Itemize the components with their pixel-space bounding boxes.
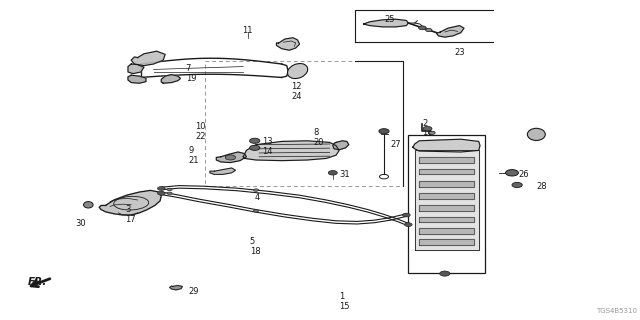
Polygon shape [419,205,474,211]
Polygon shape [161,75,180,83]
Circle shape [225,155,236,160]
Text: 14: 14 [262,147,273,156]
Text: 13: 13 [262,137,273,146]
Polygon shape [99,190,161,215]
Text: 29: 29 [189,287,199,296]
Text: 6: 6 [528,132,533,140]
Circle shape [253,210,259,212]
Bar [408,135,485,273]
Polygon shape [419,157,474,163]
Circle shape [440,271,450,276]
Circle shape [403,213,410,217]
Polygon shape [210,168,236,174]
Circle shape [426,28,432,32]
Circle shape [419,26,426,30]
Circle shape [379,129,389,134]
Text: 10
22: 10 22 [195,122,205,140]
Circle shape [253,189,259,191]
Polygon shape [413,139,480,152]
Circle shape [157,187,165,190]
Polygon shape [419,193,474,199]
Polygon shape [170,285,182,290]
Circle shape [250,138,260,143]
Text: 27: 27 [390,140,401,149]
Text: 31: 31 [339,170,350,179]
Circle shape [423,126,432,131]
Text: 7
19: 7 19 [186,64,196,83]
Polygon shape [128,75,146,83]
Ellipse shape [527,128,545,140]
Text: 4: 4 [255,193,260,202]
Circle shape [167,192,172,195]
Polygon shape [419,217,474,222]
Text: 5
18: 5 18 [250,237,260,256]
Polygon shape [364,19,408,27]
Circle shape [429,131,435,134]
Circle shape [157,191,165,195]
Circle shape [250,145,260,150]
Polygon shape [436,26,464,37]
Text: 8
20: 8 20 [314,128,324,147]
Bar [205,61,403,186]
Polygon shape [216,152,246,163]
Polygon shape [419,228,474,234]
Polygon shape [243,141,339,161]
Text: 26: 26 [518,170,529,179]
Circle shape [506,170,518,176]
Text: 1
15: 1 15 [339,292,349,311]
Text: 23: 23 [454,48,465,57]
Polygon shape [276,38,300,50]
Ellipse shape [287,63,308,79]
Polygon shape [419,239,474,245]
Text: 12
24: 12 24 [291,82,301,100]
Polygon shape [128,64,144,74]
Text: 2
16: 2 16 [422,119,433,137]
Circle shape [328,171,337,175]
Text: 9
21: 9 21 [189,146,199,164]
Text: FR.: FR. [28,277,47,287]
Text: 30: 30 [76,220,86,228]
Circle shape [512,182,522,188]
Text: TGS4B5310: TGS4B5310 [596,308,637,314]
Polygon shape [419,169,474,174]
Polygon shape [419,181,474,187]
Polygon shape [131,51,165,66]
Text: 28: 28 [536,182,547,191]
Text: 25: 25 [384,15,394,24]
Ellipse shape [84,202,93,208]
Text: 11: 11 [242,26,252,35]
Polygon shape [333,141,349,150]
Circle shape [167,188,172,191]
Text: 3
17: 3 17 [125,205,136,224]
Polygon shape [415,150,479,250]
Circle shape [404,223,412,227]
